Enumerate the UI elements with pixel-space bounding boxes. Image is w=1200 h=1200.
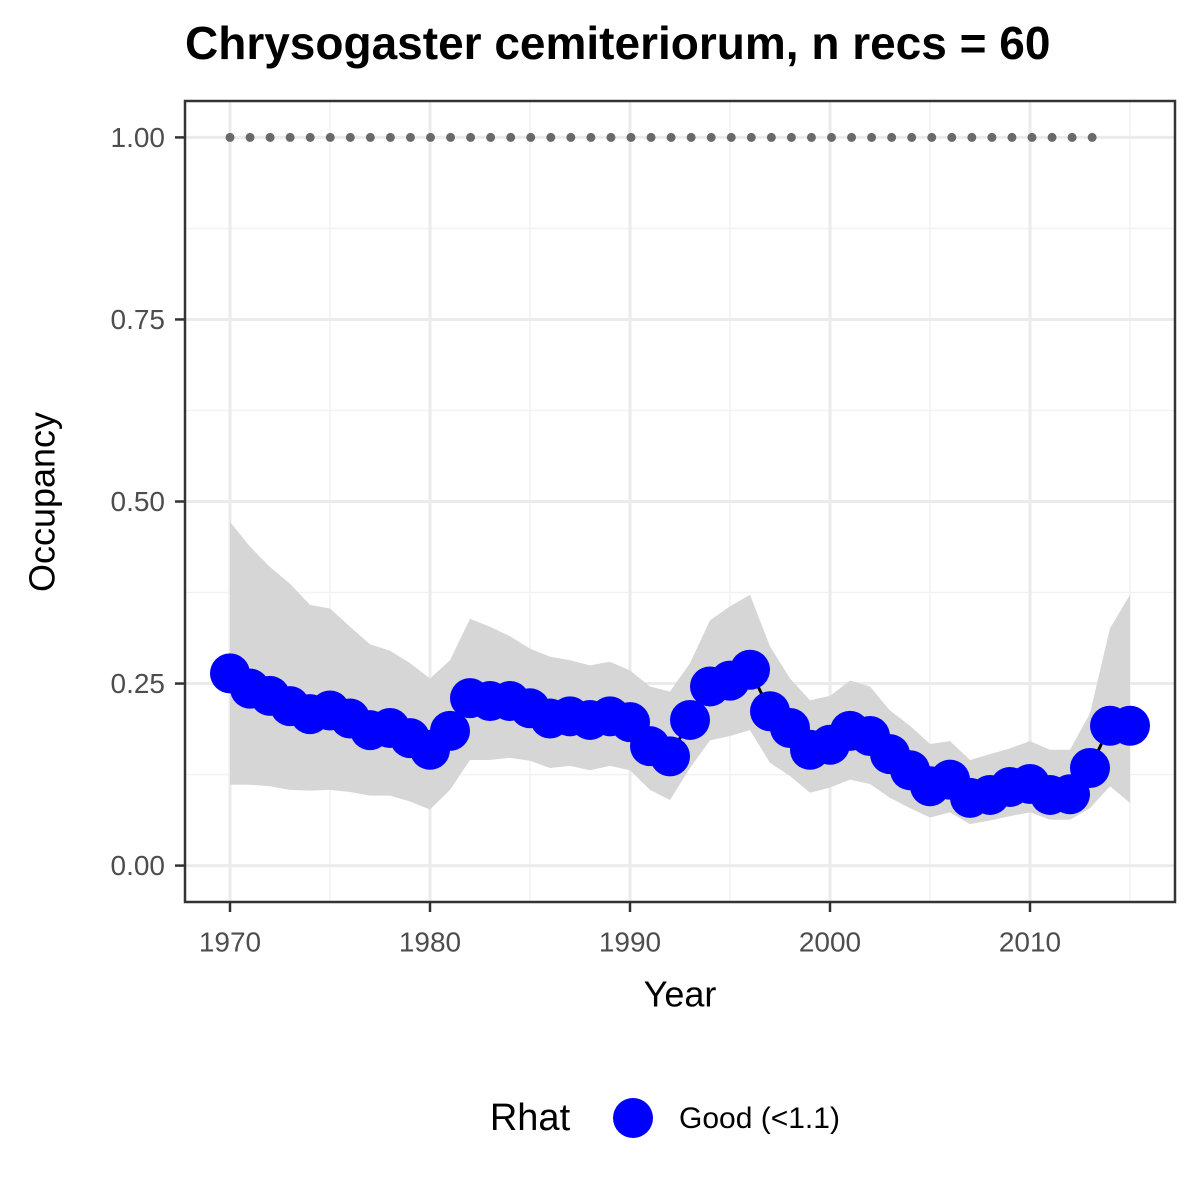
y-tick-label: 1.00: [111, 122, 166, 153]
x-tick-label: 2000: [799, 926, 861, 957]
x-tick-label: 1990: [599, 926, 661, 957]
legend-title: Rhat: [490, 1097, 571, 1139]
x-tick-label: 1980: [399, 926, 461, 957]
data-point: [1110, 705, 1150, 746]
y-tick-label: 0.00: [111, 850, 166, 881]
legend-swatch: [613, 1098, 653, 1138]
x-tick-label: 2010: [999, 926, 1061, 957]
chart-title: Chrysogaster cemiteriorum, n recs = 60: [185, 17, 1050, 69]
legend-label: Good (<1.1): [679, 1102, 840, 1135]
x-axis-title: Year: [644, 974, 717, 1015]
data-point: [1070, 748, 1110, 789]
y-tick-label: 0.25: [111, 668, 166, 699]
y-axis-title: Occupancy: [22, 412, 63, 592]
y-tick-label: 0.50: [111, 486, 166, 517]
data-point: [650, 736, 690, 777]
data-point: [430, 710, 470, 751]
y-tick-label: 0.75: [111, 304, 166, 335]
data-point: [730, 649, 770, 690]
data-point: [670, 699, 710, 740]
x-tick-label: 1970: [199, 926, 261, 957]
plot-border: [183, 99, 1177, 904]
